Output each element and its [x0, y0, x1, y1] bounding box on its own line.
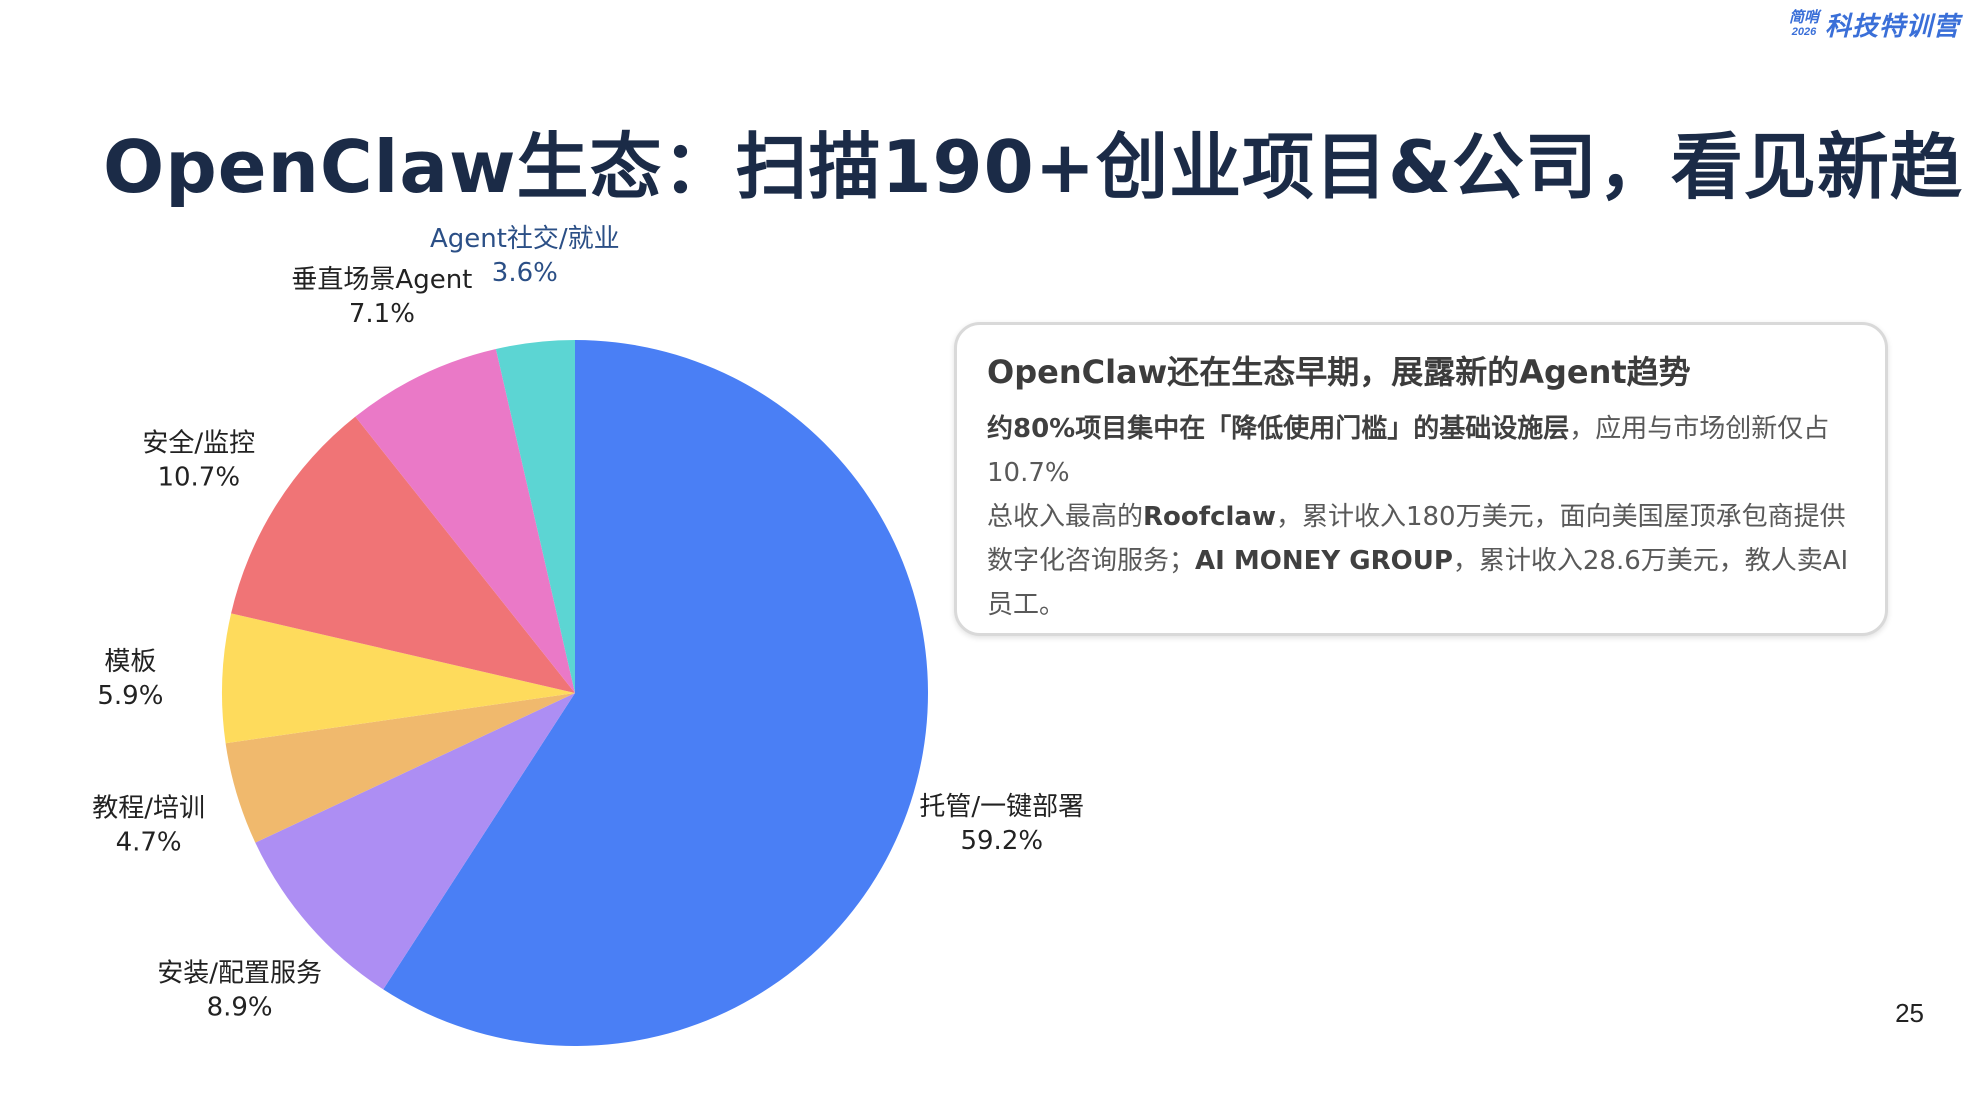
pie-slice-label: 安全/监控 10.7% — [142, 428, 255, 492]
pie-slice-label: 安装/配置服务 8.9% — [157, 958, 322, 1022]
pie-slice — [383, 340, 929, 1046]
callout-p2-mid: ，累计收入180万美元，面向美国屋顶承包商提供数字化咨询服务； — [987, 502, 1846, 576]
brand-mark-year: 2026 — [1791, 25, 1817, 38]
callout-p2-bold-aimoney: AI MONEY GROUP — [1195, 546, 1453, 576]
brand-mark: 简哨 2026 — [1788, 8, 1819, 39]
slide-title: OpenClaw生态：扫描190+创业项目&公司，看见新趋势 — [103, 125, 1964, 209]
insight-callout: OpenClaw还在生态早期，展露新的Agent趋势 约80%项目集中在「降低使… — [954, 322, 1888, 636]
pie-slice-value: 4.7% — [116, 827, 182, 857]
callout-paragraph-2: 总收入最高的Roofclaw，累计收入180万美元，面向美国屋顶承包商提供数字化… — [987, 495, 1855, 627]
pie-slice-category: 教程/培训 — [92, 793, 205, 823]
pie-slice-value: 10.7% — [157, 462, 240, 492]
pie-slice-value: 5.9% — [97, 681, 163, 711]
pie-slice-value: 8.9% — [207, 992, 273, 1022]
callout-p2-bold-roofclaw: Roofclaw — [1143, 502, 1276, 532]
pie-slice — [355, 348, 575, 693]
brand-text: 科技特训营 — [1824, 11, 1960, 41]
pie-slice — [255, 693, 575, 990]
callout-p1-rest: ，应用与市场创新仅占10.7% — [987, 414, 1830, 488]
pie-slice-label: 托管/一键部署 59.2% — [919, 792, 1084, 856]
pie-slice-value: 59.2% — [960, 826, 1043, 856]
pie-slice-category: 垂直场景Agent — [291, 265, 472, 295]
pie-slice — [221, 613, 575, 744]
pie-slice-category: 模板 — [104, 647, 156, 677]
pie-slice-label: 教程/培训 4.7% — [92, 793, 205, 857]
pie-slice-category: 安装/配置服务 — [157, 958, 322, 988]
pie-slice-category: 安全/监控 — [142, 428, 255, 458]
pie-slice-label: 模板 5.9% — [97, 647, 163, 711]
pie-slice — [231, 416, 575, 693]
pie-slice-value: 7.1% — [349, 299, 415, 329]
pie-slice-category: 托管/一键部署 — [919, 792, 1084, 822]
brand-logo: 简哨 2026 科技特训营 — [1789, 6, 1960, 43]
callout-p2-start: 总收入最高的 — [987, 502, 1144, 532]
callout-paragraph-1: 约80%项目集中在「降低使用门槛」的基础设施层，应用与市场创新仅占10.7% — [987, 407, 1855, 495]
pie-slice-category: Agent社交/就业 — [430, 224, 620, 254]
pie-slices — [221, 340, 929, 1046]
pie-labels: 托管/一键部署 59.2% 安装/配置服务 8.9% 教程/培训 4.7% 模板 5.9% 安全… — [92, 224, 1084, 1023]
callout-p1-bold: 约80%项目集中在「降低使用门槛」的基础设施层 — [987, 414, 1570, 444]
brand-mark-top: 简哨 — [1788, 8, 1819, 26]
pie-slice — [225, 693, 576, 843]
pie-slice-value: 3.6% — [492, 258, 558, 288]
callout-p2-end: ，累计收入28.6万美元，教人卖AI员工。 — [987, 546, 1849, 620]
page-number: 25 — [1895, 998, 1924, 1028]
callout-title: OpenClaw还在生态早期，展露新的Agent趋势 — [987, 353, 1691, 391]
pie-slice-label: Agent社交/就业 3.6% — [430, 224, 620, 288]
pie-slice — [495, 340, 575, 693]
pie-slice-label: 垂直场景Agent 7.1% — [291, 265, 472, 329]
